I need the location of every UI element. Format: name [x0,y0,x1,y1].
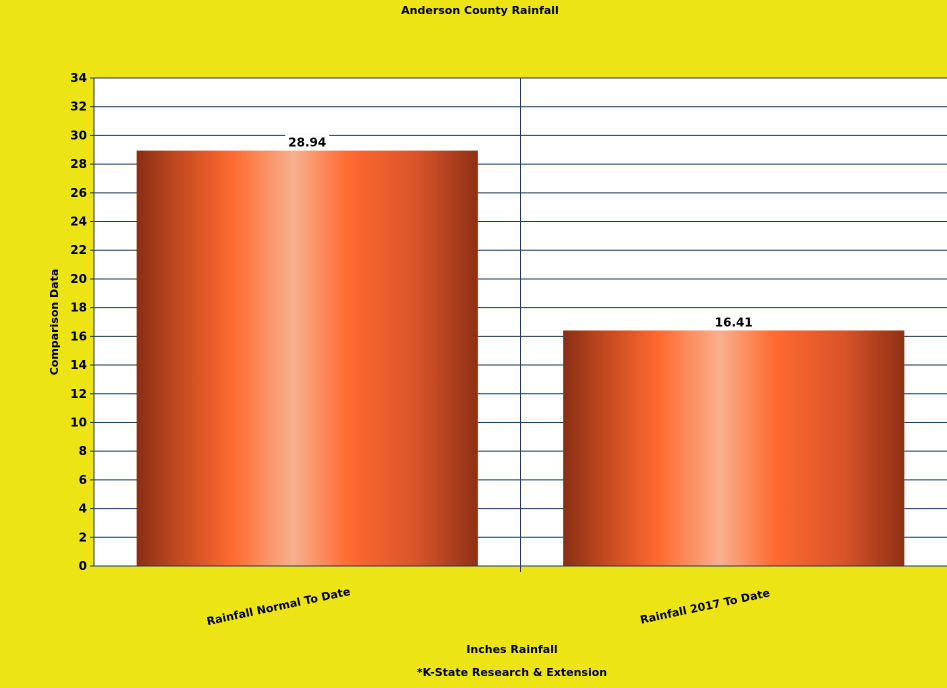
y-tick-label: 4 [79,502,87,516]
y-axis-title: Comparison Data [48,269,61,376]
category-labels: Rainfall Normal To Date Rainfall 2017 To … [206,585,772,628]
y-tick-label: 32 [70,100,87,114]
bar [136,150,478,566]
value-labels: 28.94 16.41 [285,134,756,330]
x-axis-title: Inches Rainfall [466,643,557,656]
y-tick-label: 18 [70,301,87,315]
y-tick-label: 0 [79,559,87,573]
y-tick-label: 10 [70,415,87,429]
category-label: Rainfall Normal To Date [206,585,352,628]
footnote: *K-State Research & Extension [417,666,607,679]
value-label-bg [711,314,756,330]
bar [563,330,905,566]
y-tick-label: 24 [70,215,87,229]
value-label: 28.94 [288,136,326,150]
y-tick-label: 2 [79,530,87,544]
y-tick-label: 34 [70,71,87,85]
y-tick-label: 14 [70,358,87,372]
y-tick-label: 8 [79,444,87,458]
y-tick-label: 28 [70,157,87,171]
bars [136,150,905,566]
y-tick-label: 26 [70,186,87,200]
y-tick-label: 16 [70,329,87,343]
category-label: Rainfall 2017 To Date [639,586,771,626]
value-label: 16.41 [715,315,753,329]
y-tick-label: 30 [70,128,87,142]
y-tick-label: 20 [70,272,87,286]
y-tick-label: 6 [79,473,87,487]
value-label-bg [285,134,330,150]
chart-title: Anderson County Rainfall [401,4,559,17]
y-tick-label: 12 [70,387,87,401]
y-tick-label: 22 [70,243,87,257]
